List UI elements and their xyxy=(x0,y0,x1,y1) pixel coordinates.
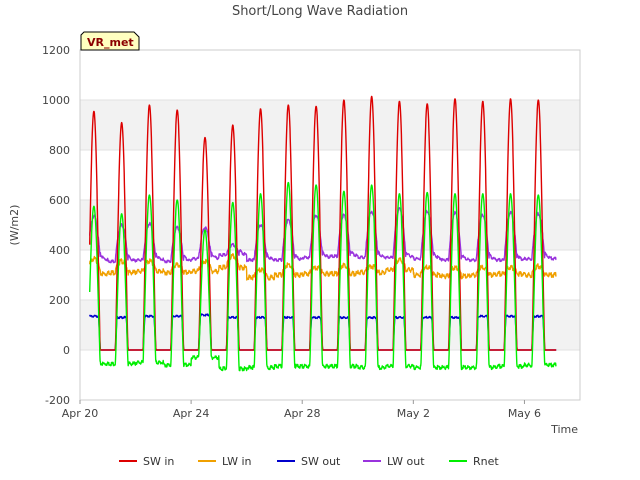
grid-bands xyxy=(80,49,580,401)
site-badge: VR_met xyxy=(80,31,140,51)
grid-band xyxy=(80,150,580,200)
grid-band xyxy=(80,50,580,100)
y-tick-label: 0 xyxy=(63,344,70,357)
x-axis-label: Time xyxy=(550,423,578,436)
x-tick-label: Apr 20 xyxy=(62,407,99,420)
y-axis-ticks: -200 0 200 400 600 800 1000 1200 xyxy=(42,44,70,407)
y-tick-label: 1200 xyxy=(42,44,70,57)
y-tick-label: 800 xyxy=(49,144,70,157)
grid-band xyxy=(80,200,580,250)
legend-label: SW out xyxy=(301,455,341,468)
badge-label: VR_met xyxy=(87,36,134,49)
y-tick-label: -200 xyxy=(45,394,70,407)
chart-title: Short/Long Wave Radiation xyxy=(232,4,408,19)
x-tick-label: Apr 28 xyxy=(284,407,321,420)
y-tick-label: 200 xyxy=(49,294,70,307)
series-line-rnet xyxy=(89,181,557,372)
x-tick-label: May 2 xyxy=(397,407,430,420)
y-axis-label: (W/m2) xyxy=(8,205,21,246)
x-axis-ticks: Apr 20 Apr 24 Apr 28 May 2 May 6 xyxy=(62,400,541,420)
legend-label: Rnet xyxy=(473,455,499,468)
series-line-sw-in xyxy=(89,95,557,351)
grid-band xyxy=(80,100,580,150)
plot-frame xyxy=(79,49,581,401)
x-tick-label: May 6 xyxy=(508,407,541,420)
legend-label: LW in xyxy=(222,455,252,468)
legend-label: LW out xyxy=(387,455,425,468)
legend-label: SW in xyxy=(143,455,174,468)
badge-shape xyxy=(80,31,140,51)
y-tick-label: 1000 xyxy=(42,94,70,107)
y-tick-label: 600 xyxy=(49,194,70,207)
y-tick-label: 400 xyxy=(49,244,70,257)
grid-band xyxy=(80,300,580,350)
series-lines xyxy=(89,95,557,372)
x-tick-label: Apr 24 xyxy=(173,407,210,420)
legend: SW in LW in SW out LW out Rnet xyxy=(119,455,499,468)
grid-band xyxy=(80,350,580,400)
